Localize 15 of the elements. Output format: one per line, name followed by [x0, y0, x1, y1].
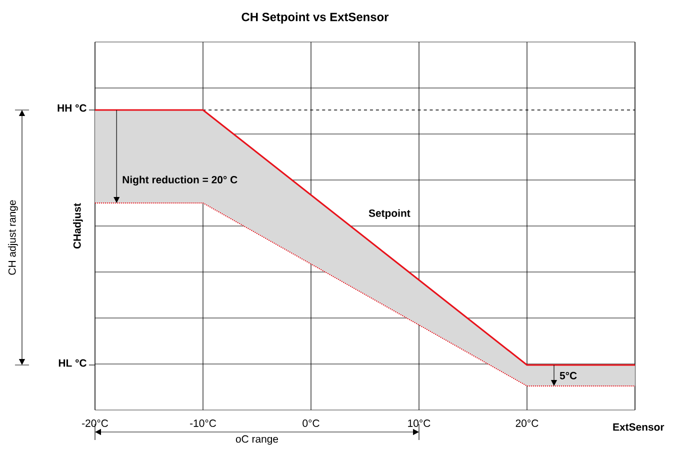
- x-tick-label: -10°C: [190, 420, 216, 427]
- text: HL °C: [58, 359, 87, 367]
- text: oC range: [236, 435, 278, 445]
- y-axis-title: CHadjust: [73, 203, 83, 249]
- chart-title: CH Setpoint vs ExtSensor: [242, 12, 389, 24]
- x-axis-title: ExtSensor: [613, 423, 664, 431]
- text: CH adjust range: [8, 200, 18, 275]
- x-tick-label: -20°C: [82, 420, 108, 427]
- x-tick-label: 20°C: [516, 420, 538, 427]
- x-tick-label: 10°C: [408, 420, 430, 427]
- text: HH °C: [58, 104, 86, 112]
- annotation: Night reduction = 20° C: [122, 176, 238, 186]
- x-tick-label: 0°C: [302, 420, 320, 427]
- series-label: Setpoint: [368, 209, 410, 219]
- annotation: 5°C: [560, 372, 577, 380]
